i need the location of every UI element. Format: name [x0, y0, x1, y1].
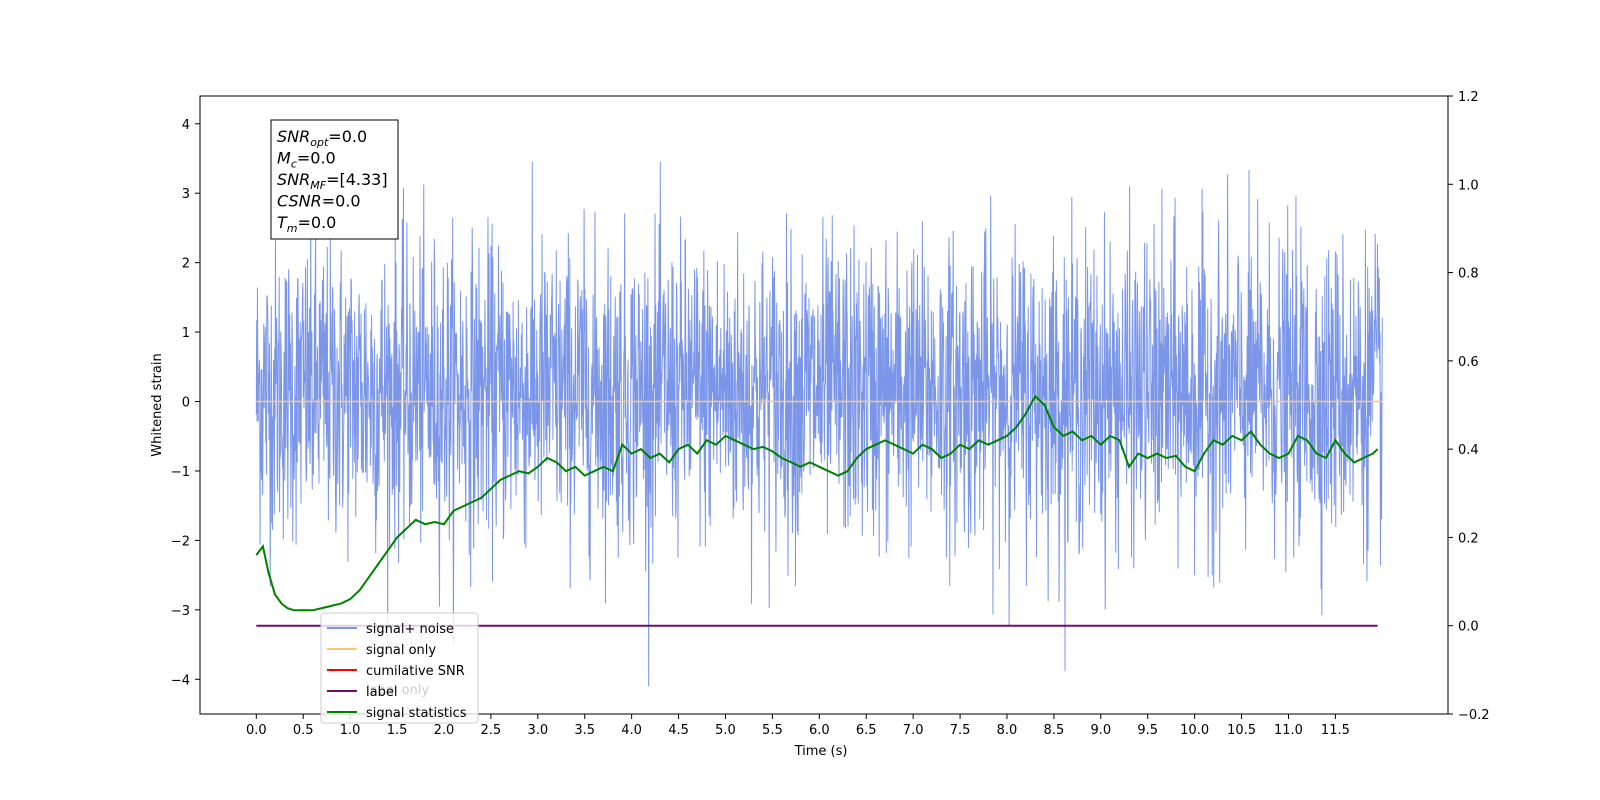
x-tick-label: 4.0	[621, 723, 642, 738]
x-tick-label: 9.0	[1090, 723, 1111, 738]
y-axis-right: −0.2 0.0 0.2 0.4 0.6 0.8 1.0 1.2	[1448, 90, 1490, 723]
y2-tick-label: 1.2	[1458, 90, 1479, 105]
plot-frame	[199, 95, 1449, 715]
x-tick-label: 3.5	[574, 723, 595, 738]
y-axis-left: −4 −3 −2 −1 0 1 2 3 4	[171, 118, 200, 688]
y2-tick-label: 0.0	[1458, 620, 1479, 635]
y2-tick-label: 0.4	[1458, 443, 1479, 458]
x-tick-label: 10.5	[1227, 723, 1256, 738]
x-tick-label: 9.5	[1137, 723, 1158, 738]
legend: label only signal+ noise signal only cumila…	[320, 612, 479, 724]
y-tick-label: 2	[182, 257, 190, 272]
y-tick-label: 4	[182, 118, 190, 133]
annotation-line: Tm=0.0	[277, 213, 336, 235]
x-tick-label: 6.5	[856, 723, 877, 738]
x-tick-label: 1.0	[340, 723, 361, 738]
y-tick-label: −1	[171, 465, 190, 480]
annotation-line: SNRMF=[4.33]	[277, 170, 388, 192]
x-tick-label: 8.0	[997, 723, 1018, 738]
x-tick-label: 8.5	[1044, 723, 1065, 738]
x-tick-label: 5.0	[715, 723, 736, 738]
legend-label: label	[366, 685, 397, 700]
signal-statistics-series	[255, 394, 1379, 612]
y-tick-label: 0	[182, 396, 190, 411]
y2-tick-label: 0.8	[1458, 267, 1479, 282]
x-tick-label: 2.0	[434, 723, 455, 738]
y-tick-label: −4	[171, 673, 190, 688]
x-tick-label: 7.5	[950, 723, 971, 738]
background-legend-text: label only	[366, 683, 429, 698]
x-tick-label: 2.5	[481, 723, 502, 738]
y2-tick-label: 0.2	[1458, 531, 1479, 546]
x-tick-label: 10.0	[1180, 723, 1209, 738]
x-tick-label: 11.0	[1274, 723, 1303, 738]
annotation-line: SNRopt=0.0	[277, 127, 367, 149]
legend-label: signal+ noise	[366, 622, 454, 637]
y2-tick-label: −0.2	[1458, 708, 1490, 723]
legend-label: signal only	[366, 643, 436, 658]
signal-noise-trace	[255, 161, 1383, 687]
x-axis-title: Time (s)	[794, 744, 848, 759]
y2-tick-label: 0.6	[1458, 355, 1479, 370]
y-tick-label: 3	[182, 187, 190, 202]
x-tick-label: 0.5	[293, 723, 314, 738]
y-tick-label: −2	[171, 534, 190, 549]
x-tick-label: 7.0	[903, 723, 924, 738]
x-tick-label: 4.5	[668, 723, 689, 738]
legend-label: signal statistics	[366, 706, 467, 721]
annotation-line: Mc=0.0	[277, 149, 336, 171]
signal-noise-series	[255, 161, 1383, 687]
x-tick-label: 0.0	[246, 723, 267, 738]
y2-tick-label: 1.0	[1458, 178, 1479, 193]
x-axis: 0.0 0.5 1.0 1.5 2.0 2.5 3.0 3.5 4.0 4.5 5.0 5.5 6.0 6…	[246, 714, 1350, 738]
legend-label: cumilative SNR	[366, 664, 465, 679]
x-tick-label: 1.5	[387, 723, 408, 738]
y-tick-label: 1	[182, 326, 190, 341]
x-tick-label: 5.5	[762, 723, 783, 738]
x-tick-label: 6.0	[809, 723, 830, 738]
y-axis-title: Whitened strain	[150, 353, 165, 456]
x-tick-label: 3.0	[527, 723, 548, 738]
x-tick-label: 11.5	[1321, 723, 1350, 738]
y-tick-label: −3	[171, 604, 190, 619]
annotation-line: CSNR=0.0	[277, 192, 361, 211]
